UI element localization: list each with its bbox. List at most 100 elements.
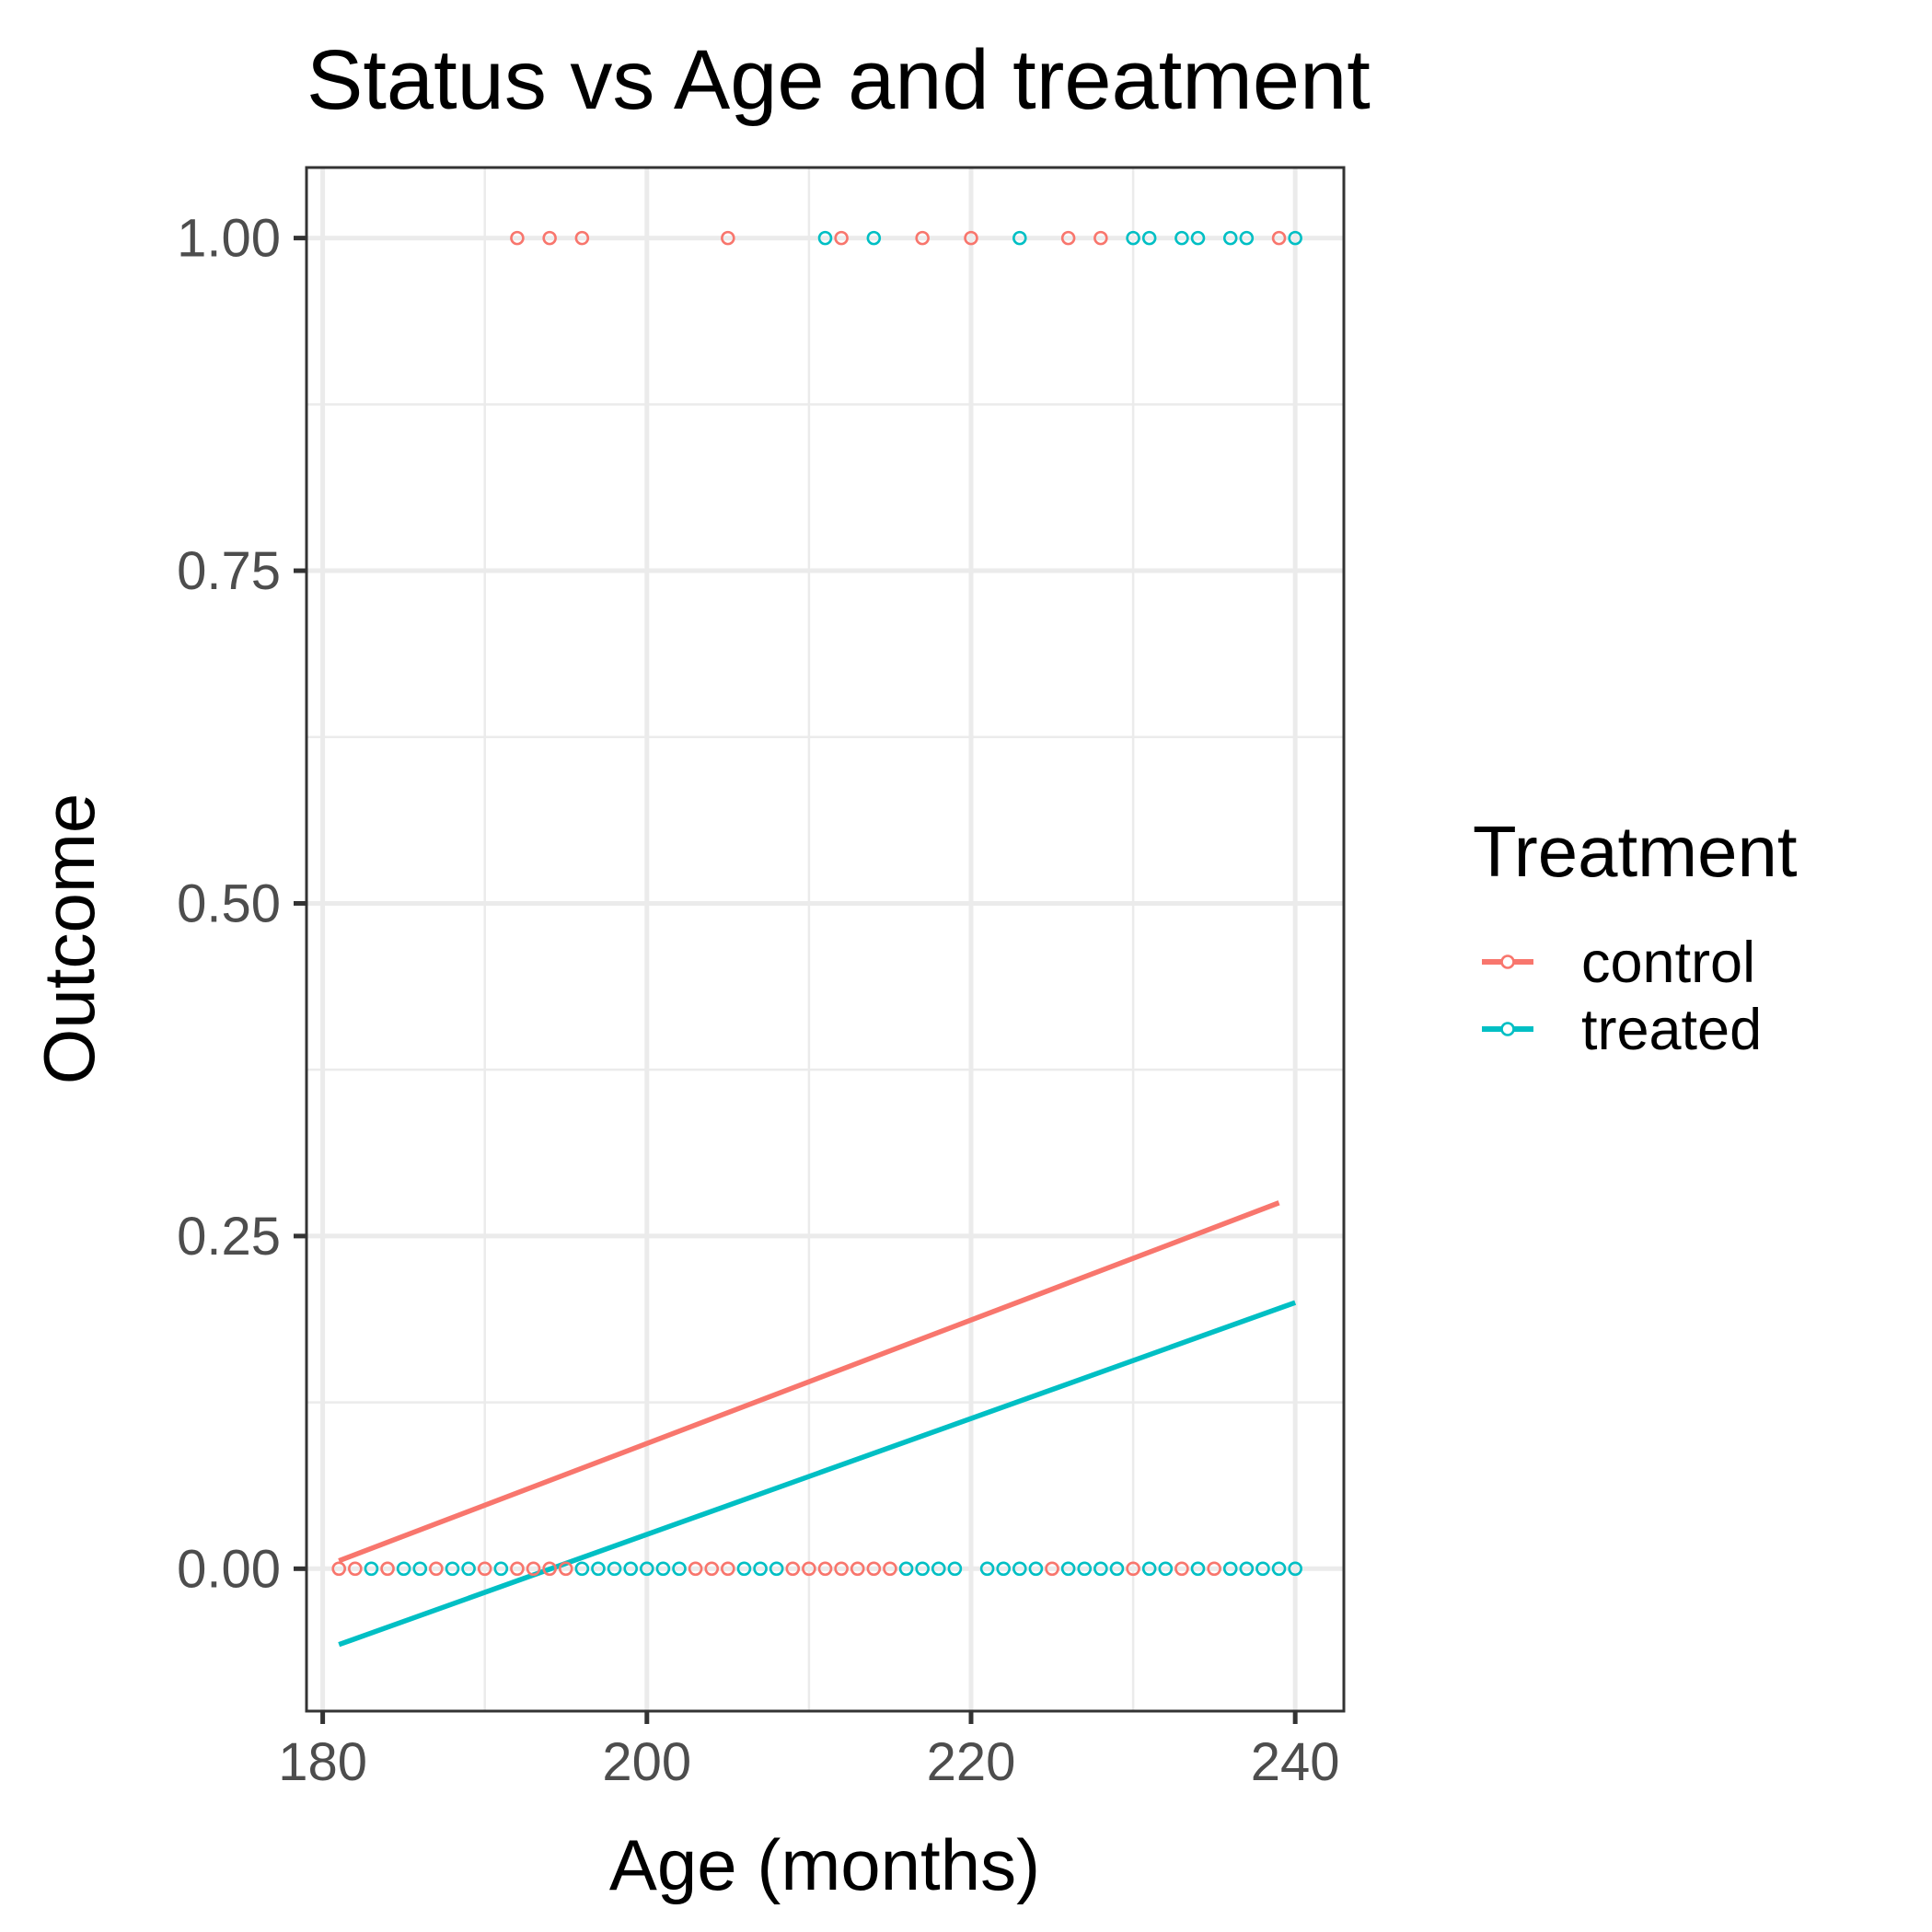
data-point-control xyxy=(510,1561,525,1577)
data-point-control xyxy=(883,1561,897,1577)
data-point-control xyxy=(380,1561,395,1577)
data-point-treated xyxy=(866,230,882,246)
data-point-control xyxy=(802,1561,816,1577)
data-point-control xyxy=(558,1561,573,1577)
legend-label-treated: treated xyxy=(1581,998,1762,1062)
x-tick-label: 180 xyxy=(278,1732,367,1792)
y-axis: 0.00 0.25 0.50 0.75 1.00 xyxy=(177,209,307,1599)
data-point-treated xyxy=(445,1561,460,1577)
data-point-treated xyxy=(1141,230,1157,246)
grid-minor xyxy=(307,168,1344,1711)
x-axis: 180 200 220 240 xyxy=(278,1711,1340,1792)
data-point-control xyxy=(850,1561,865,1577)
data-point-treated xyxy=(1012,230,1027,246)
data-point-control xyxy=(834,1561,849,1577)
data-point-control xyxy=(688,1561,703,1577)
data-point-treated xyxy=(1060,1561,1076,1577)
data-point-treated xyxy=(1239,230,1255,246)
data-point-treated xyxy=(996,1561,1012,1577)
data-point-treated xyxy=(1288,1561,1302,1577)
data-point-control xyxy=(866,1561,882,1577)
data-point-treated xyxy=(623,1561,638,1577)
data-point-treated xyxy=(607,1561,622,1577)
data-point-control xyxy=(1060,230,1076,246)
data-point-treated xyxy=(396,1561,411,1577)
y-axis-title: Outcome xyxy=(29,793,110,1084)
plot-panel xyxy=(305,166,1346,1713)
data-point-control xyxy=(704,1561,720,1577)
data-point-control xyxy=(785,1561,801,1577)
data-point-treated xyxy=(1028,1561,1044,1577)
data-point-treated xyxy=(1190,1561,1206,1577)
data-point-treated xyxy=(461,1561,476,1577)
legend-title: Treatment xyxy=(1473,811,1798,892)
data-point-control xyxy=(574,230,590,246)
data-point-control xyxy=(348,1561,363,1577)
data-point-treated xyxy=(898,1561,914,1577)
data-point-treated xyxy=(1109,1561,1125,1577)
data-point-control xyxy=(964,230,978,246)
data-point-control xyxy=(817,1561,833,1577)
data-point-treated xyxy=(672,1561,687,1577)
data-point-treated xyxy=(1222,1561,1238,1577)
y-tick-label: 0.25 xyxy=(177,1207,281,1267)
data-point-control xyxy=(331,1561,347,1577)
data-point-control xyxy=(1093,230,1108,246)
data-point-control xyxy=(721,230,735,246)
data-point-treated xyxy=(931,1561,946,1577)
legend-label-control: control xyxy=(1581,931,1755,995)
data-point-control xyxy=(915,230,930,246)
data-point-control xyxy=(721,1561,735,1577)
chart-title: Status vs Age and treatment xyxy=(307,33,1371,127)
data-points xyxy=(331,230,1302,1577)
y-tick-label: 0.00 xyxy=(177,1539,281,1599)
panel-border xyxy=(305,166,1346,1713)
x-tick-label: 200 xyxy=(602,1732,691,1792)
data-point-treated xyxy=(1077,1561,1093,1577)
data-point-treated xyxy=(591,1561,606,1577)
data-point-control xyxy=(1207,1561,1221,1577)
data-point-control xyxy=(1174,1561,1189,1577)
data-point-treated xyxy=(1141,1561,1157,1577)
data-point-control xyxy=(477,1561,492,1577)
data-point-control xyxy=(1271,230,1287,246)
legend-item-control: control xyxy=(1482,931,1755,995)
data-point-treated xyxy=(769,1561,784,1577)
data-point-control xyxy=(1045,1561,1059,1577)
data-point-treated xyxy=(817,230,833,246)
data-point-treated xyxy=(753,1561,768,1577)
data-point-control xyxy=(429,1561,444,1577)
data-point-treated xyxy=(1190,230,1206,246)
grid-major xyxy=(307,168,1344,1711)
legend: Treatment control treated xyxy=(1473,811,1798,1062)
data-point-control xyxy=(510,230,525,246)
data-point-treated xyxy=(1012,1561,1027,1577)
data-point-treated xyxy=(1158,1561,1174,1577)
y-tick-label: 0.50 xyxy=(177,873,281,933)
y-tick-label: 1.00 xyxy=(177,209,281,269)
data-point-treated xyxy=(412,1561,428,1577)
data-point-treated xyxy=(1126,230,1140,246)
data-point-treated xyxy=(1271,1561,1287,1577)
data-point-treated xyxy=(574,1561,590,1577)
data-point-treated xyxy=(493,1561,509,1577)
data-point-treated xyxy=(947,1561,963,1577)
data-point-control xyxy=(1126,1561,1140,1577)
data-point-treated xyxy=(1222,230,1238,246)
data-point-treated xyxy=(639,1561,654,1577)
x-tick-label: 220 xyxy=(927,1732,1016,1792)
data-point-control xyxy=(526,1561,541,1577)
data-point-treated xyxy=(736,1561,752,1577)
data-point-treated xyxy=(364,1561,379,1577)
x-tick-label: 240 xyxy=(1251,1732,1340,1792)
data-point-treated xyxy=(1255,1561,1270,1577)
data-point-treated xyxy=(979,1561,995,1577)
fit-line-control xyxy=(338,1200,1280,1564)
data-point-control xyxy=(834,230,849,246)
y-tick-label: 0.75 xyxy=(177,541,281,601)
panel-background xyxy=(307,168,1344,1711)
data-point-treated xyxy=(1288,230,1302,246)
legend-key-point-control xyxy=(1500,954,1515,969)
data-point-control xyxy=(542,1561,557,1577)
